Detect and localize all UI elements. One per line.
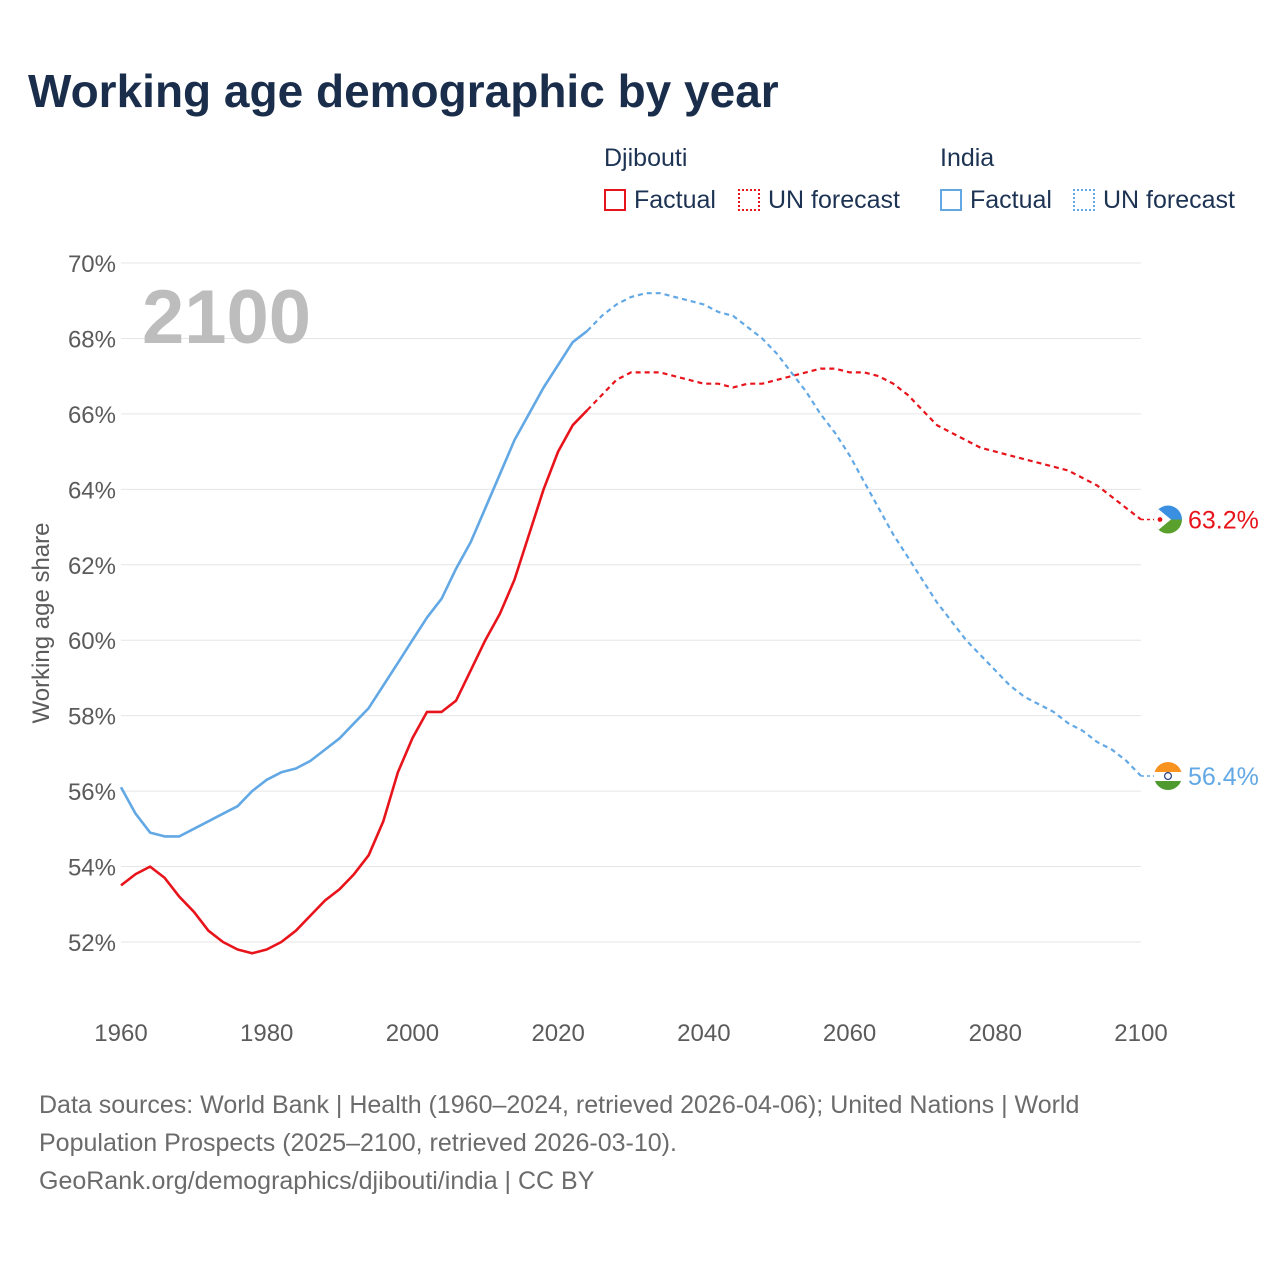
footer: Data sources: World Bank | Health (1960–… <box>39 1086 1239 1200</box>
legend-swatch-djibouti-forecast <box>738 189 760 211</box>
y-tick-label: 70% <box>68 251 116 278</box>
legend-swatch-djibouti-factual <box>604 189 626 211</box>
y-tick-label: 66% <box>68 402 116 429</box>
legend-group-djibouti: Djibouti <box>604 144 688 172</box>
footer-credit: GeoRank.org/demographics/djibouti/india … <box>39 1167 595 1195</box>
x-tick-label: 2080 <box>969 1020 1022 1047</box>
series-india-forecast[interactable] <box>586 292 1142 777</box>
x-tick-label: 1980 <box>240 1020 293 1047</box>
year-overlay: 2100 <box>142 275 311 360</box>
end-label-djibouti: 63.2% <box>1188 507 1259 535</box>
x-tick-label: 2040 <box>677 1020 730 1047</box>
legend-india-factual[interactable]: Factual <box>940 184 1052 216</box>
series-india-factual[interactable] <box>119 329 589 838</box>
legend-label: Factual <box>970 185 1052 214</box>
india-flag-icon <box>1154 762 1182 791</box>
legend-djibouti-forecast[interactable]: UN forecast <box>738 184 900 216</box>
x-tick-label: 2100 <box>1114 1020 1167 1047</box>
x-tick-label: 2000 <box>386 1020 439 1047</box>
y-tick-label: 58% <box>68 704 116 731</box>
legend-swatch-india-forecast <box>1073 189 1095 211</box>
x-tick-label: 2020 <box>531 1020 584 1047</box>
legend-swatch-india-factual <box>940 189 962 211</box>
y-tick-label: 60% <box>68 628 116 655</box>
legend-label: UN forecast <box>768 185 900 214</box>
legend-djibouti-factual[interactable]: Factual <box>604 184 716 216</box>
legend-label: UN forecast <box>1103 185 1235 214</box>
djibouti-flag-icon <box>1154 505 1182 534</box>
series-djibouti-forecast[interactable] <box>586 367 1142 521</box>
footer-sources-line2: Population Prospects (2025–2100, retriev… <box>39 1129 677 1157</box>
y-tick-label: 64% <box>68 477 116 504</box>
legend-label: Factual <box>634 185 716 214</box>
y-tick-label: 56% <box>68 779 116 806</box>
chart-title: Working age demographic by year <box>28 65 779 117</box>
series-djibouti-factual[interactable] <box>120 409 589 955</box>
y-tick-label: 54% <box>68 855 116 882</box>
footer-sources-line1: Data sources: World Bank | Health (1960–… <box>39 1091 1080 1119</box>
chart-area: 2100 52% 54% 56% 58% 60% 62% 64% 66% 68% 70% 1960 1… <box>68 251 1259 1047</box>
end-label-india: 56.4% <box>1188 763 1259 791</box>
y-tick-label: 62% <box>68 553 116 580</box>
x-tick-label: 2060 <box>823 1020 876 1047</box>
y-tick-label: 68% <box>68 326 116 353</box>
legend-india-forecast[interactable]: UN forecast <box>1073 184 1235 216</box>
y-tick-label: 52% <box>68 930 116 957</box>
legend-group-india: India <box>940 144 995 172</box>
x-tick-label: 1960 <box>94 1020 147 1047</box>
